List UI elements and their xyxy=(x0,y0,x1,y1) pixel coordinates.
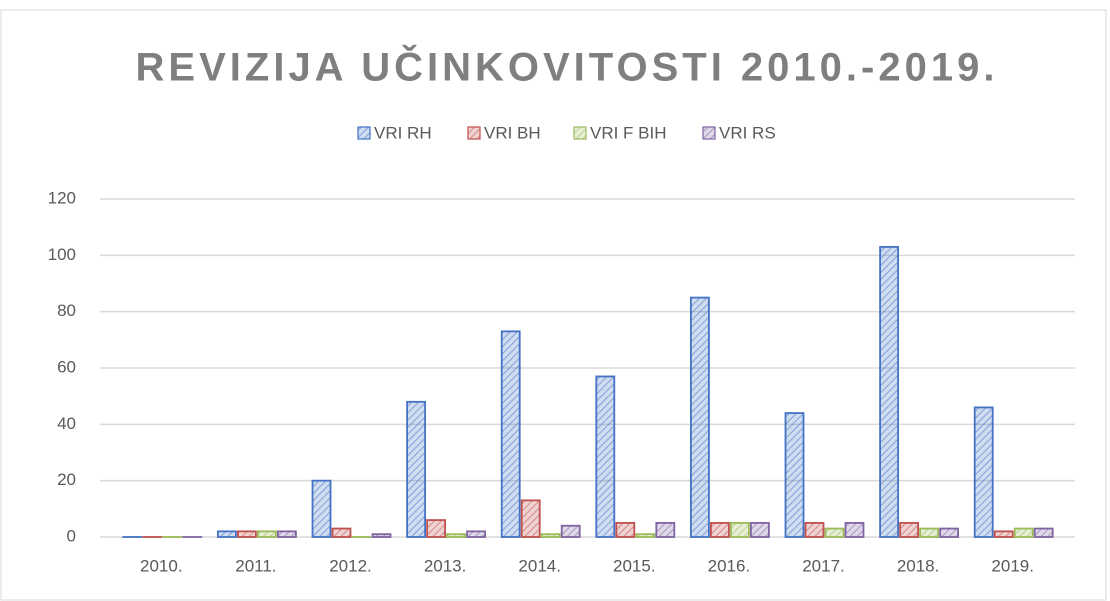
legend-swatch xyxy=(357,126,371,140)
bar xyxy=(595,375,616,538)
y-tick-label: 40 xyxy=(57,414,76,433)
bar xyxy=(939,527,959,538)
y-tick-label: 60 xyxy=(57,357,76,376)
bar xyxy=(750,522,770,538)
legend-label: VRI BH xyxy=(484,123,541,142)
bar xyxy=(730,522,750,538)
bar xyxy=(560,524,581,538)
bar xyxy=(615,522,636,538)
bar xyxy=(879,245,899,538)
legend-label: VRI RH xyxy=(374,123,432,142)
y-tick-label: 0 xyxy=(67,526,76,545)
bar xyxy=(540,533,561,538)
x-tick-label: 2010. xyxy=(140,556,183,575)
x-tick-label: 2013. xyxy=(424,556,467,575)
bar xyxy=(804,522,825,538)
y-tick-label: 100 xyxy=(48,245,76,264)
bar xyxy=(919,527,939,538)
legend-label: VRI RS xyxy=(719,123,776,142)
bar xyxy=(466,530,487,538)
x-tick-label: 2018. xyxy=(897,556,940,575)
chart-border xyxy=(0,9,1107,601)
bar xyxy=(1033,527,1054,538)
legend-swatch xyxy=(702,126,716,140)
bar xyxy=(520,499,541,538)
legend-item: VRI RS xyxy=(702,123,776,142)
y-tick-label: 20 xyxy=(57,470,76,489)
x-tick-label: 2019. xyxy=(991,556,1034,575)
bar xyxy=(973,406,994,538)
bar xyxy=(446,533,467,538)
legend-swatch xyxy=(467,126,481,140)
bar xyxy=(371,533,392,538)
bar xyxy=(784,412,805,538)
bar xyxy=(426,519,447,538)
bar xyxy=(690,296,710,538)
legend-label: VRI F BIH xyxy=(590,123,667,142)
bar xyxy=(331,527,352,538)
x-tick-label: 2017. xyxy=(802,556,845,575)
bar xyxy=(406,400,427,538)
x-tick-label: 2014. xyxy=(518,556,561,575)
bar xyxy=(899,522,919,538)
bar xyxy=(1013,527,1034,538)
bar xyxy=(276,530,297,538)
bar xyxy=(655,522,676,538)
x-tick-label: 2011. xyxy=(235,556,276,575)
x-tick-label: 2012. xyxy=(329,556,372,575)
legend-item: VRI BH xyxy=(467,123,541,142)
y-tick-label: 120 xyxy=(48,188,76,207)
chart-title: REVIZIJA UČINKOVITOSTI 2010.-2019. xyxy=(136,44,999,90)
bar xyxy=(311,479,332,538)
bar xyxy=(236,530,257,538)
legend-swatch xyxy=(573,126,587,140)
legend-item: VRI F BIH xyxy=(573,123,667,142)
x-tick-label: 2015. xyxy=(613,556,656,575)
bar xyxy=(256,530,277,538)
x-tick-label: 2016. xyxy=(708,556,751,575)
legend-item: VRI RH xyxy=(357,123,432,142)
bar xyxy=(710,522,730,538)
bar xyxy=(216,530,237,538)
y-tick-label: 80 xyxy=(57,301,76,320)
bar xyxy=(844,522,865,538)
bar xyxy=(635,533,656,538)
bar xyxy=(824,527,845,538)
bar xyxy=(500,330,521,538)
bar xyxy=(993,530,1014,538)
